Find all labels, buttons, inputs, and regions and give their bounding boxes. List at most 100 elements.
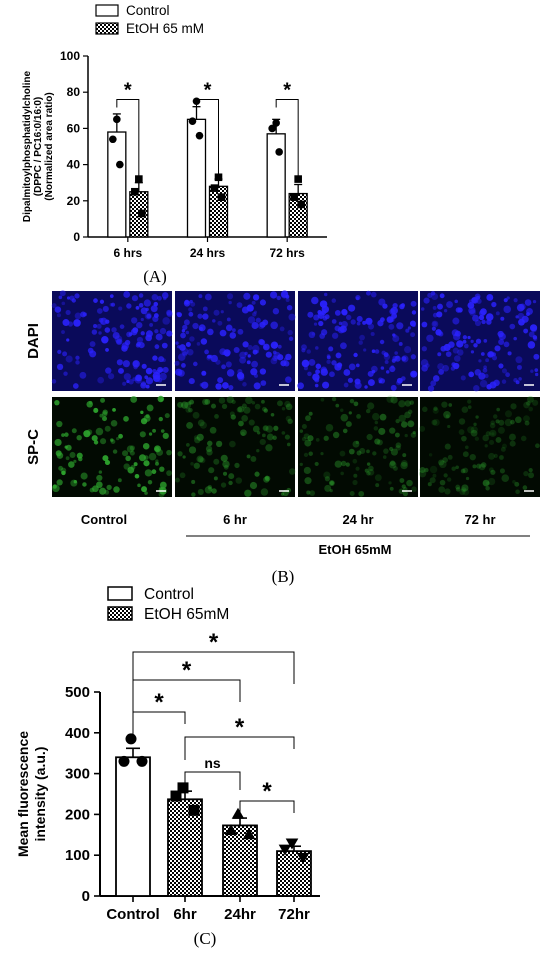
nucleus [260, 380, 267, 386]
spc-signal [467, 405, 472, 410]
spc-signal [184, 401, 192, 409]
nucleus [326, 359, 331, 365]
nucleus [138, 302, 144, 308]
nucleus [123, 291, 131, 298]
spc-signal [480, 462, 487, 468]
spc-signal [382, 455, 387, 459]
nucleus [530, 369, 534, 373]
nucleus [228, 384, 234, 391]
spc-signal [491, 432, 495, 436]
nucleus [57, 349, 62, 354]
nucleus [467, 302, 475, 309]
spc-signal [159, 481, 167, 489]
nucleus [192, 322, 199, 330]
nucleus [392, 302, 398, 309]
spc-signal [281, 407, 286, 411]
nucleus [244, 351, 248, 356]
spc-signal [515, 489, 520, 495]
column-label: 24 hr [342, 512, 373, 527]
spc-signal [206, 449, 213, 456]
nucleus [426, 334, 434, 343]
nucleus [519, 303, 526, 310]
nucleus [79, 371, 87, 379]
spc-signal [256, 431, 261, 435]
spc-signal [177, 401, 184, 408]
nucleus [474, 319, 482, 327]
spc-signal [501, 474, 510, 483]
nucleus [150, 305, 158, 313]
nucleus [347, 377, 354, 383]
nucleus [145, 377, 154, 385]
nucleus [221, 364, 226, 370]
nucleus [188, 378, 195, 385]
spc-signal [159, 466, 165, 472]
spc-signal [464, 445, 469, 450]
spc-signal [221, 403, 228, 410]
spc-signal [197, 456, 204, 463]
nucleus [452, 347, 459, 354]
spc-signal [117, 478, 122, 483]
spc-signal [191, 479, 196, 484]
nucleus [404, 346, 412, 354]
spc-signal [367, 402, 375, 410]
spc-signal [331, 396, 337, 402]
nucleus [432, 321, 437, 326]
panel-label-a: (A) [143, 267, 167, 286]
spc-signal [113, 486, 120, 493]
nucleus [98, 317, 104, 323]
nucleus [181, 348, 189, 356]
nucleus [472, 314, 479, 322]
nucleus [287, 329, 293, 336]
nucleus [335, 352, 342, 359]
spc-signal [188, 407, 193, 413]
nucleus [501, 379, 507, 384]
spc-signal [226, 396, 234, 404]
nucleus [146, 313, 152, 319]
spc-signal [230, 414, 236, 420]
spc-signal [182, 455, 186, 459]
nucleus [506, 296, 510, 300]
spc-signal [260, 488, 269, 496]
nucleus [97, 376, 105, 384]
spc-signal [139, 431, 146, 438]
nucleus [75, 355, 80, 360]
significance-label: * [154, 689, 164, 716]
nucleus [285, 353, 292, 361]
spc-signal [285, 415, 292, 422]
nucleus [54, 306, 62, 313]
spc-signal [467, 426, 475, 434]
spc-signal [523, 415, 530, 422]
nucleus [243, 292, 251, 300]
spc-signal [497, 426, 505, 434]
spc-signal [398, 400, 406, 408]
spc-signal [352, 479, 358, 486]
spc-signal [266, 433, 274, 441]
spc-signal [100, 397, 106, 403]
nucleus [188, 311, 194, 317]
spc-signal [488, 467, 494, 473]
nucleus [228, 300, 232, 305]
nucleus [345, 314, 352, 321]
nucleus [484, 373, 489, 379]
spc-signal [264, 475, 270, 480]
nucleus [288, 313, 296, 321]
spc-signal [166, 470, 172, 476]
nucleus [470, 339, 474, 343]
spc-signal [504, 418, 513, 427]
nucleus [456, 340, 464, 348]
data-point [109, 135, 117, 144]
nucleus [247, 354, 251, 358]
spc-signal [208, 467, 215, 474]
spc-signal [308, 451, 313, 456]
nucleus [251, 300, 256, 305]
panel-label-b: (B) [272, 567, 295, 586]
nucleus [367, 370, 374, 377]
data-point [177, 782, 189, 794]
spc-signal [213, 476, 218, 481]
nucleus [272, 307, 280, 315]
legend-label: Control [144, 586, 194, 603]
nucleus [204, 349, 209, 355]
y-tick-label: 300 [65, 766, 90, 783]
spc-signal [143, 460, 150, 467]
spc-signal [508, 433, 516, 441]
